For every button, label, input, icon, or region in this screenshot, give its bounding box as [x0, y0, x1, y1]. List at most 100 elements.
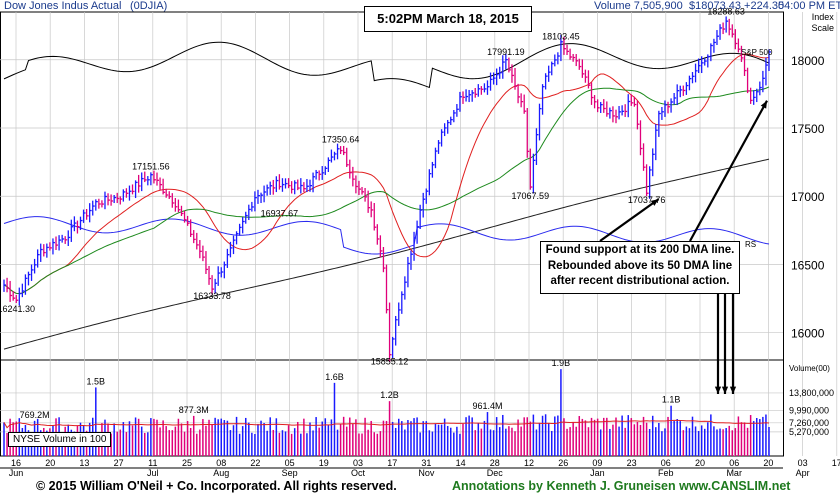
- price-annotation: 16333.78: [193, 291, 231, 301]
- price-tick-label: 16000: [791, 327, 825, 341]
- copyright-text: © 2015 William O'Neil + Co. Incorporated…: [36, 479, 397, 493]
- ma21-line: [3, 53, 770, 294]
- date-tick-label: 17: [832, 458, 840, 468]
- date-tick-label: 12: [524, 458, 534, 468]
- volume-tick-label: 7,260,000: [789, 418, 829, 428]
- price-annotation: 15855.12: [371, 356, 409, 366]
- date-tick-label: 03: [798, 458, 808, 468]
- date-tick-label: 16: [11, 458, 21, 468]
- month-label: Apr: [796, 468, 810, 478]
- volume-annotation: 1.9B: [552, 358, 571, 368]
- scale-label: Index Scale: [811, 12, 834, 34]
- annotation-arrowhead: [714, 386, 722, 394]
- ma50-line-group: [3, 86, 770, 294]
- month-label: Mar: [726, 468, 742, 478]
- volume-annotation: 1.2B: [380, 390, 399, 400]
- price-tick-label: 16500: [791, 258, 825, 272]
- annotation-line2: Rebounded above its 50 DMA line: [547, 259, 733, 272]
- axis-labels: 16000 16500 17000 17500 18000 5,270,0007,260,…: [0, 6, 840, 478]
- sp500-line-group: [3, 41, 770, 89]
- date-tick-label: 03: [353, 458, 363, 468]
- price-annotation: 17151.56: [132, 162, 170, 172]
- month-label: Jul: [147, 468, 159, 478]
- month-label: Feb: [658, 468, 674, 478]
- annotation-arrows: [599, 100, 768, 394]
- annotation-line1: Found support at its 200 DMA line.: [545, 244, 735, 256]
- date-tick-label: 25: [182, 458, 192, 468]
- ma50-line: [3, 86, 770, 294]
- grid-lines: [0, 12, 838, 456]
- price-bars: [3, 16, 771, 362]
- annotation-line3: after recent distributional action.: [550, 275, 730, 287]
- date-tick-label: 28: [490, 458, 500, 468]
- volume-readout: Volume 7,505,900: [594, 0, 683, 12]
- month-label: Oct: [351, 468, 366, 478]
- date-tick-label: 05: [285, 458, 295, 468]
- month-label: Jan: [590, 468, 605, 478]
- date-tick-label: 13: [79, 458, 89, 468]
- date-tick-label: 11: [148, 458, 157, 468]
- price-annotation: 17991.19: [487, 47, 525, 57]
- price-annotation: 16937.67: [261, 209, 299, 219]
- month-label: Dec: [487, 468, 504, 478]
- date-tick-label: 14: [456, 458, 466, 468]
- volume-bars: [3, 369, 770, 456]
- time-readout: 04:00 PM ET: [778, 0, 840, 12]
- ma200-line-group: [3, 158, 770, 350]
- annotation-arrowhead: [760, 100, 767, 109]
- price-annotation: 18288.63: [707, 6, 745, 16]
- annotation-credit: Annotations by Kenneth J. Gruneisen www.…: [452, 479, 791, 493]
- index-symbol: (0DJIA): [130, 0, 168, 12]
- index-name: Dow Jones Indus Actual: [4, 0, 122, 12]
- date-tick-label: 08: [216, 458, 226, 468]
- date-tick-label: 22: [250, 458, 260, 468]
- annotation-arrowhead: [721, 386, 729, 394]
- month-label: Aug: [213, 468, 229, 478]
- price-tick-label: 18000: [791, 54, 825, 68]
- volume-annotation: 1.6B: [325, 372, 344, 382]
- volume-tick-label: 13,800,000: [789, 388, 834, 398]
- ma21-line-group: [3, 53, 770, 294]
- scale-label-line1: Index: [811, 12, 834, 22]
- date-tick-label: 27: [114, 458, 124, 468]
- month-label: Nov: [418, 468, 435, 478]
- volume-annotation: 769.2M: [20, 410, 50, 420]
- volume-annotation: 1.5B: [87, 376, 106, 386]
- price-annotation: 16241.30: [0, 304, 35, 314]
- rs-label: RS: [745, 240, 756, 249]
- price-annotation: 18103.45: [542, 32, 580, 42]
- date-tick-label: 20: [695, 458, 705, 468]
- date-tick-label: 31: [421, 458, 431, 468]
- volume-annotation: 877.3M: [179, 405, 209, 415]
- date-tick-label: 06: [729, 458, 739, 468]
- annotation-arrow: [599, 198, 660, 242]
- scale-label-line2: Scale: [811, 23, 834, 33]
- timestamp-box: 5:02PM March 18, 2015: [364, 6, 532, 32]
- price-annotation: 17037.76: [628, 195, 666, 205]
- date-tick-label: 23: [627, 458, 637, 468]
- sp500-label: S&P 500: [741, 48, 773, 57]
- date-tick-label: 20: [45, 458, 55, 468]
- month-label: Sep: [282, 468, 298, 478]
- volume-legend: NYSE Volume in 100: [8, 432, 112, 447]
- volume-annotation: 1.1B: [662, 395, 681, 405]
- annotation-box: Found support at its 200 DMA line. Rebou…: [540, 241, 740, 294]
- price-annotation: 17350.64: [322, 134, 360, 144]
- volume-average-line: [3, 419, 770, 429]
- date-tick-label: 20: [763, 458, 773, 468]
- price-annotation: 17067.59: [512, 191, 550, 201]
- date-tick-label: 19: [319, 458, 329, 468]
- price-tick-label: 17500: [791, 122, 825, 136]
- month-label: Jun: [9, 468, 24, 478]
- date-tick-label: 06: [661, 458, 671, 468]
- volume-axis-title: Volume(00): [789, 364, 830, 373]
- annotation-arrow: [689, 100, 768, 242]
- ma200-line: [3, 158, 770, 350]
- date-tick-label: 17: [387, 458, 397, 468]
- date-tick-label: 26: [558, 458, 568, 468]
- date-tick-label: 09: [592, 458, 602, 468]
- volume-tick-label: 9,990,000: [789, 405, 829, 415]
- annotation-arrowhead: [650, 199, 659, 206]
- volume-tick-label: 5,270,000: [789, 427, 829, 437]
- volume-annotation: 961.4M: [472, 401, 502, 411]
